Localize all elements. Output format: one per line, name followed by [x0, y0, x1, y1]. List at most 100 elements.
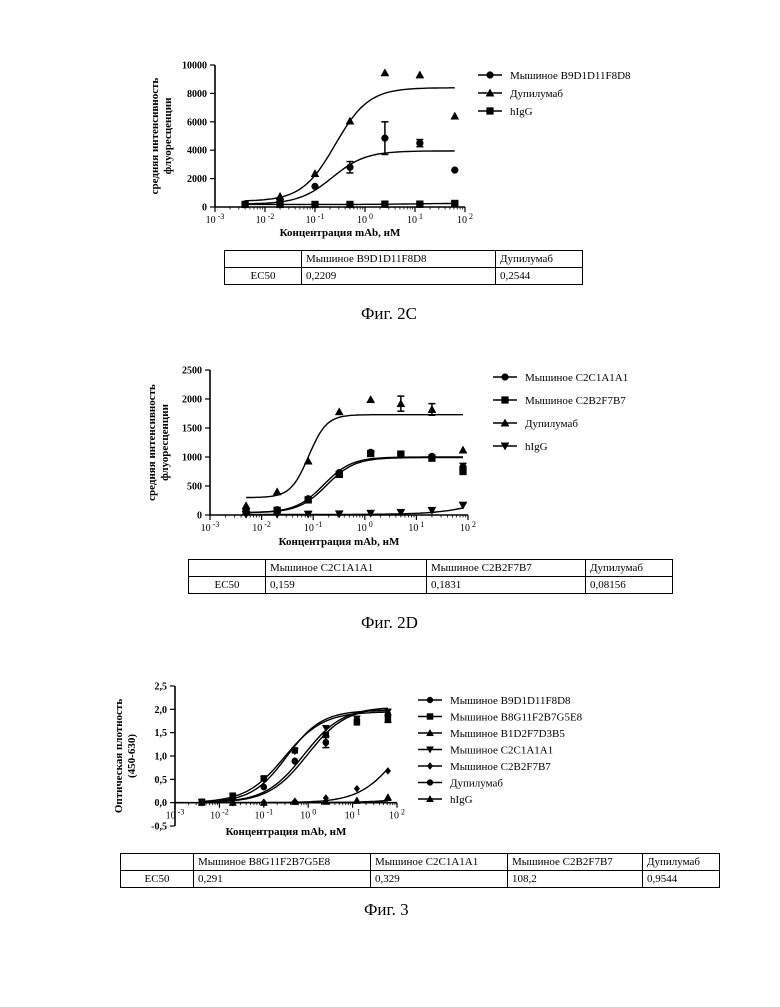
fit-curve: [245, 151, 455, 204]
y-tick-label: 1000: [182, 453, 202, 464]
table-header-cell: Мышиное C2C1A1A1: [266, 560, 427, 577]
series-2: [242, 396, 467, 509]
x-tick-label: 10 0: [300, 808, 316, 822]
y-axis-label: средняя интенсивность: [149, 77, 161, 194]
x-tick-label: 10 0: [357, 212, 373, 226]
legend-label: Мышиное B1D2F7D3B5: [450, 728, 565, 740]
y-tick-label: 2000: [187, 174, 207, 185]
data-point: [397, 400, 405, 407]
table-header-cell: [121, 854, 194, 871]
y-tick-label: 0: [202, 203, 207, 214]
y-tick-label: 4000: [187, 146, 207, 157]
y-tick-label: 6000: [187, 117, 207, 128]
y-tick-label: 0,5: [155, 775, 168, 786]
caption-fig2c: Фиг. 2C: [361, 304, 417, 324]
legend-marker: [427, 697, 433, 703]
data-point: [273, 488, 281, 495]
table-header-cell: Дупилумаб: [586, 560, 673, 577]
table-header-cell: Мышиное B8G11F2B7G5E8: [194, 854, 371, 871]
ec50-table-fig2c: Мышиное B9D1D11F8D8ДупилумабEC500,22090,…: [224, 250, 583, 285]
legend-label: Дупилумаб: [510, 88, 563, 100]
data-point: [397, 451, 404, 458]
data-point: [353, 797, 360, 803]
caption-fig2d: Фиг. 2D: [361, 613, 418, 633]
x-axis-label: Концентрация mAb, нМ: [279, 536, 400, 548]
data-point: [261, 784, 267, 790]
x-tick-label: 10 -1: [306, 212, 325, 226]
table-cell: 0,2209: [302, 268, 496, 285]
table-cell: EC50: [225, 268, 302, 285]
y-tick-label: 1500: [182, 424, 202, 435]
data-point: [416, 201, 423, 208]
data-point: [381, 201, 388, 208]
y-axis-label: флуоресценции: [162, 97, 174, 174]
y-axis-label: средняя интенсивность: [146, 384, 158, 501]
table-header-cell: Дупилумаб: [496, 251, 583, 268]
table-header-cell: Мышиное C2B2F7B7: [508, 854, 643, 871]
data-point: [416, 71, 424, 78]
series-3: [198, 709, 391, 806]
legend-marker: [487, 72, 494, 79]
legend-label: Мышиное C2B2F7B7: [450, 761, 551, 773]
table-cell: 0,159: [266, 577, 427, 594]
y-tick-label: 10000: [182, 61, 207, 72]
table-header-cell: [225, 251, 302, 268]
data-point: [323, 740, 329, 746]
data-point: [385, 711, 391, 717]
x-tick-label: 10 2: [457, 212, 473, 226]
legend-marker: [502, 397, 509, 404]
table-header-row: Мышиное C2C1A1A1Мышиное C2B2F7B7Дупилума…: [189, 560, 673, 577]
x-tick-label: 10 2: [389, 808, 405, 822]
legend-label: Мышиное B9D1D11F8D8: [510, 70, 631, 82]
ec50-table-fig3: Мышиное B8G11F2B7G5E8Мышиное C2C1A1A1Мыш…: [120, 853, 720, 888]
data-point: [381, 69, 389, 76]
x-tick-label: 10 1: [407, 212, 423, 226]
caption-fig3: Фиг. 3: [364, 900, 409, 920]
data-point: [385, 767, 391, 774]
data-point: [354, 785, 360, 792]
legend-label: Мышиное C2C1A1A1: [525, 372, 628, 384]
x-tick-label: 10 1: [408, 520, 424, 534]
x-tick-label: 10 -1: [304, 520, 323, 534]
y-tick-label: 1,0: [155, 752, 168, 763]
x-tick-label: 10 -1: [254, 808, 273, 822]
legend-label: Мышиное B8G11F2B7G5E8: [450, 712, 583, 724]
table-cell: 0,08156: [586, 577, 673, 594]
data-point: [451, 167, 458, 174]
table-cell: 108,2: [508, 871, 643, 888]
series-1: [243, 450, 467, 515]
chart-fig3: -0,50,00,51,01,52,02,510 -310 -210 -110 …: [100, 675, 720, 855]
data-point: [451, 200, 458, 207]
chart-fig2d: 0500100015002000250010 -310 -210 -110 01…: [120, 355, 720, 555]
data-point: [367, 396, 375, 403]
data-point: [354, 719, 360, 725]
table-cell: EC50: [189, 577, 266, 594]
data-point: [428, 405, 436, 412]
table-header-cell: [189, 560, 266, 577]
table-row: EC500,1590,18310,08156: [189, 577, 673, 594]
y-axis-label: Оптическая плотность: [113, 699, 125, 814]
x-tick-label: 10 -3: [206, 212, 225, 226]
data-point: [347, 164, 354, 171]
data-point: [347, 201, 354, 208]
table-header-cell: Мышиное B9D1D11F8D8: [302, 251, 496, 268]
data-point: [292, 758, 298, 764]
data-point: [242, 201, 249, 208]
y-tick-label: 2,0: [155, 705, 168, 716]
legend-label: Мышиное B9D1D11F8D8: [450, 695, 571, 707]
y-tick-label: 500: [187, 482, 202, 493]
y-tick-label: 8000: [187, 89, 207, 100]
legend-label: hIgG: [450, 794, 473, 806]
data-point: [305, 497, 312, 504]
x-tick-label: 10 0: [357, 520, 373, 534]
y-tick-label: 2,5: [155, 682, 168, 693]
fit-curve: [246, 458, 463, 513]
y-axis-label: флуоресценции: [159, 403, 171, 480]
data-point: [277, 201, 284, 208]
table-row: EC500,22090,2544: [225, 268, 583, 285]
y-tick-label: 0,0: [155, 798, 168, 809]
data-point: [312, 183, 319, 190]
y-tick-label: 2500: [182, 366, 202, 377]
data-point: [336, 471, 343, 478]
y-tick-label: -0,5: [151, 822, 167, 833]
